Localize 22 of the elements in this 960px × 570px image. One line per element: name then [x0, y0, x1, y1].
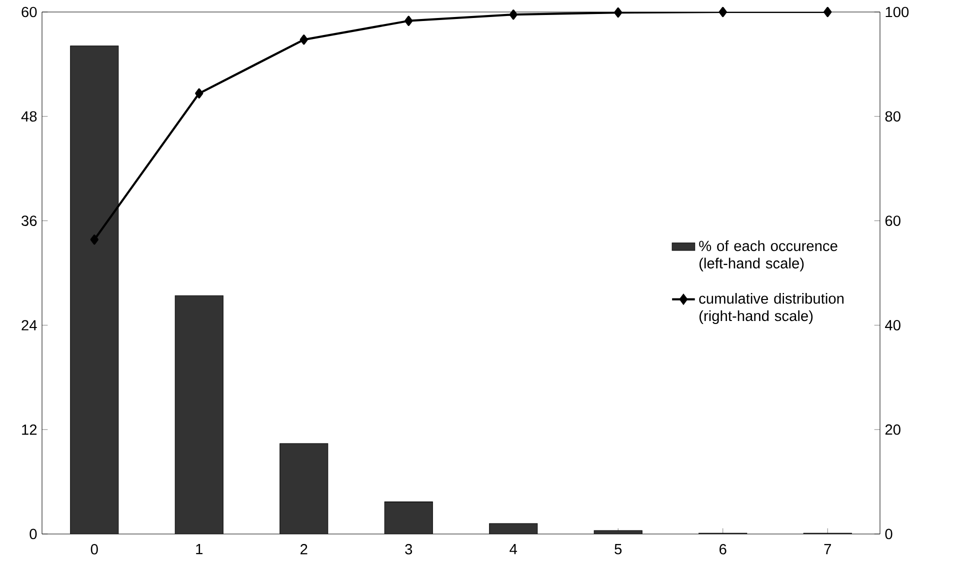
y2-tick-label: 40 — [885, 320, 900, 330]
y-tick-label: 24 — [22, 320, 37, 330]
x-tick-label: 3 — [405, 544, 412, 554]
y-tick-label: 48 — [21, 111, 37, 122]
x-tick-label: 6 — [720, 544, 726, 554]
legend-label: cumulative distribution (right-hand scale) — [699, 292, 844, 324]
x-tick-label: 4 — [510, 544, 518, 554]
x-tick-label: 5 — [614, 544, 622, 554]
x-tick-label: 7 — [824, 544, 831, 554]
x-tick-label: 0 — [90, 544, 98, 554]
y2-tick-label: 60 — [885, 216, 900, 226]
y-tick-label: 36 — [22, 216, 37, 226]
x-tick-label: 1 — [196, 544, 202, 554]
y2-tick-label: 100 — [886, 6, 909, 18]
y2-tick-label: 20 — [885, 424, 900, 435]
y-tick-label: 0 — [30, 528, 37, 540]
x-tick-label: 2 — [300, 544, 308, 554]
y2-tick-label: 0 — [885, 528, 892, 540]
legend-label: % of each occurence (left-hand scale) — [699, 240, 838, 272]
y-tick-label: 60 — [22, 6, 37, 18]
y-tick-label: 12 — [22, 424, 37, 435]
y2-tick-label: 80 — [885, 111, 900, 122]
